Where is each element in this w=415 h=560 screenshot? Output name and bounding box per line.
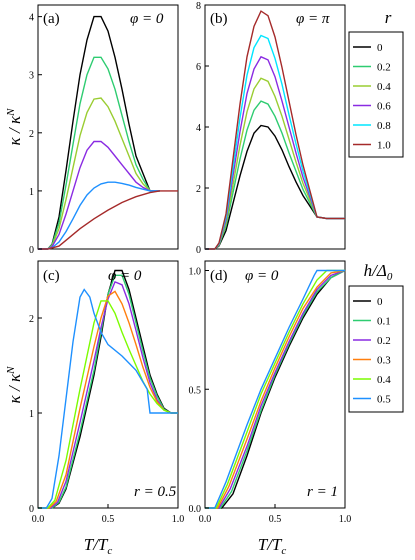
series-line-0.2 [38, 280, 178, 509]
panel-d-r: r = 1 [307, 484, 338, 500]
y-tick-label: 0.5 [189, 385, 202, 396]
series-line-0.2 [205, 100, 345, 250]
y-tick-label: 8 [196, 1, 201, 12]
panel-c-curves [38, 269, 178, 509]
legend-label: 0.5 [377, 394, 391, 406]
series-line-0.3 [205, 269, 346, 509]
x-tick-label: 0.5 [269, 514, 282, 525]
legend-label: 1.0 [377, 140, 391, 152]
panel-b-phi: φ = π [296, 11, 330, 27]
series-line-0.5 [38, 288, 178, 509]
x-tick-label: 0.5 [102, 514, 115, 525]
panel-b-label: (b) [210, 11, 228, 27]
panel-c-phi: φ = 0 [108, 268, 142, 284]
panel-d-phi: φ = 0 [245, 268, 279, 284]
legend-label: 0.4 [377, 374, 391, 386]
y-tick-label: 0 [29, 245, 34, 256]
y-tick-label: 1.0 [189, 267, 202, 278]
y-tick-label: 0 [29, 504, 34, 515]
series-line-0.6 [205, 55, 345, 250]
series-line-0.5 [205, 269, 345, 509]
legend-h-title: h/Δ0 [364, 261, 393, 283]
x-tick-label: 0.0 [199, 514, 212, 525]
x-tick-label: 1.0 [339, 514, 352, 525]
legend-h-box [348, 285, 404, 413]
legend-h: 0 0.1 0.2 0.3 0.4 0.5 [353, 296, 391, 406]
series-line-0 [205, 124, 345, 250]
series-line-1.0 [38, 190, 178, 250]
y-tick-label: 6 [196, 62, 201, 73]
series-line-0.1 [205, 269, 346, 509]
x-axis-label-d: T/Tc [258, 535, 287, 557]
legend-label: 0.4 [377, 81, 391, 93]
y-tick-label: 4 [196, 123, 201, 134]
y-tick-label: 1 [29, 187, 34, 198]
y-tick-label: 2 [29, 129, 34, 140]
panel-c-r: r = 0.5 [134, 484, 177, 500]
panel-a-curves [38, 15, 178, 250]
y-tick-label: 4 [29, 13, 34, 24]
y-axis-label-bottom: κ / κN [5, 366, 24, 404]
legend-r: 0 0.2 0.4 0.6 0.8 1.0 [353, 42, 391, 152]
y-axis-label-top: κ / κN [5, 108, 24, 146]
y-tick-label: 3 [29, 71, 34, 82]
series-line-0.4 [38, 300, 178, 509]
series-line-0.3 [38, 290, 178, 509]
x-tick-label: 0.0 [32, 514, 45, 525]
axis-ticks: 0 1 2 3 4 0 2 4 6 8 0 1 2 0.0 0.5 1.0 0.0 0.5 1.0 0.0 0.5 1.0 [29, 1, 351, 525]
series-line-0.2 [38, 56, 160, 250]
series-line-0.6 [38, 140, 160, 250]
panel-d-frame [204, 260, 346, 509]
y-tick-label: 1 [29, 409, 34, 420]
panel-b-curves [205, 10, 345, 250]
y-tick-label: 0.0 [189, 504, 202, 515]
series-line-0.4 [205, 77, 345, 250]
series-line-0.8 [205, 34, 345, 250]
series-line-0.4 [205, 269, 345, 509]
legend-label: 0.2 [377, 335, 391, 347]
panel-c-label: (c) [43, 268, 60, 284]
x-axis-label-c: T/Tc [84, 535, 113, 557]
x-tick-label: 1.0 [172, 514, 185, 525]
panel-d-curves [205, 269, 346, 509]
panel-d-label: (d) [210, 268, 228, 284]
series-line-0 [38, 15, 160, 250]
series-line-0.1 [38, 274, 178, 509]
legend-label: 0 [377, 42, 383, 54]
series-line-0 [38, 269, 178, 509]
panel-a-phi: φ = 0 [130, 11, 164, 27]
legend-label: 0.3 [377, 355, 391, 367]
legend-label: 0.2 [377, 62, 391, 74]
y-tick-label: 2 [196, 184, 201, 195]
series-line-0.2 [205, 269, 346, 509]
y-tick-label: 2 [29, 314, 34, 325]
series-line-0.8 [38, 181, 160, 250]
legend-label: 0 [377, 296, 383, 308]
series-line-0.4 [38, 97, 160, 250]
series-line-1.0 [205, 10, 345, 250]
panel-a-frame [37, 4, 179, 250]
legend-r-box [348, 31, 404, 158]
legend-label: 0.6 [377, 101, 391, 113]
legend-r-title: r [385, 8, 392, 27]
y-tick-label: 0 [196, 245, 201, 256]
panel-a-label: (a) [43, 11, 60, 27]
series-line-0 [205, 269, 346, 509]
legend-label: 0.8 [377, 120, 391, 132]
legend-label: 0.1 [377, 316, 391, 328]
